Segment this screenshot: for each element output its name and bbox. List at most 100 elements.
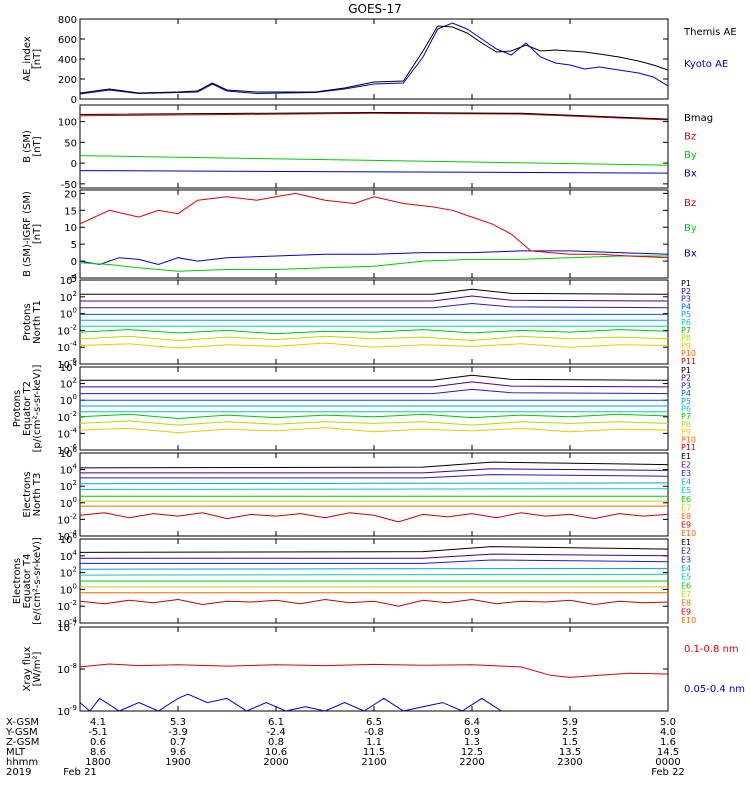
y-tick-label: 102 — [60, 377, 77, 391]
legend-item: P1 — [681, 279, 691, 288]
y-tick-label: 106 — [60, 446, 78, 460]
legend-item: P6 — [681, 405, 691, 414]
series-p2 — [80, 295, 668, 302]
series-bz — [80, 192, 668, 259]
legend-item: E6 — [681, 581, 691, 590]
y-axis-label: Equator T4 — [22, 554, 33, 609]
series-0-1-0-8-nm — [80, 663, 668, 678]
table-row-label: hhmm — [6, 757, 38, 768]
series-e9 — [80, 598, 668, 607]
legend-item: E2 — [681, 461, 691, 470]
series-e1 — [80, 546, 668, 553]
y-tick-label: 102 — [60, 290, 77, 304]
y-tick-label: 400 — [58, 55, 77, 66]
legend-item: Themis AE — [683, 27, 737, 38]
series-kyoto-ae — [80, 22, 668, 95]
legend-item: P2 — [681, 374, 691, 383]
y-axis-label: Electrons — [22, 471, 33, 517]
panel-frame — [79, 626, 669, 712]
y-axis-label: B (SM) — [22, 130, 33, 163]
series-p2 — [80, 381, 668, 388]
legend-item: Kyoto AE — [684, 59, 728, 70]
series-group — [80, 461, 668, 523]
legend-item: P2 — [681, 287, 691, 296]
series-group — [80, 374, 668, 434]
y-axis-label: Electrons — [12, 558, 23, 604]
series-bmag — [80, 111, 668, 120]
legend-item: By — [684, 223, 697, 234]
legend-item: P1 — [681, 366, 691, 375]
y-tick-label: 10-2 — [57, 323, 77, 337]
y-axis-label: [nT] — [32, 136, 43, 156]
legend-item: P9 — [681, 341, 691, 350]
y-tick-label: 100 — [60, 496, 77, 510]
series-group — [80, 22, 668, 95]
series-p8 — [80, 335, 668, 342]
legend-item: E1 — [681, 538, 691, 547]
legend-item: Bmag — [684, 113, 713, 124]
legend-item: 0.1-0.8 nm — [684, 644, 739, 655]
legend-item: P7 — [681, 412, 691, 421]
y-tick-label: 10-2 — [57, 410, 77, 424]
table-cell: 2200 — [459, 757, 484, 768]
y-tick-label: 20 — [64, 189, 77, 200]
table-cell: 6.1 — [268, 717, 284, 728]
legend-item: P11 — [681, 443, 696, 452]
table-cell: 0.7 — [170, 737, 186, 748]
y-axis-label: Protons — [22, 303, 33, 340]
series-e4 — [80, 482, 668, 485]
legend-item: E6 — [681, 495, 691, 504]
y-axis-label: North T3 — [32, 473, 43, 517]
legend-item: P11 — [681, 357, 696, 366]
legend-item: E8 — [681, 512, 691, 521]
legend-item: E1 — [681, 452, 691, 461]
y-axis-label: AE_index — [22, 36, 33, 82]
y-tick-label: 104 — [60, 463, 78, 477]
y-tick-label: 104 — [60, 549, 78, 563]
legend-item: 0.05-0.4 nm — [684, 684, 745, 695]
table-cell: Feb 21 — [63, 767, 97, 778]
y-tick-label: 100 — [60, 393, 77, 407]
series-bz — [80, 112, 668, 121]
panel-bigrf: -5 0 5 10 15 20 B (SM)-IGRF (SM) [nT] Bz By Bx — [22, 189, 697, 285]
legend-item: E9 — [681, 520, 691, 529]
y-tick-label: 10-2 — [57, 512, 77, 526]
legend-item: P8 — [681, 420, 691, 429]
y-axis-label: Protons — [12, 390, 23, 427]
y-tick-label: 200 — [58, 75, 77, 86]
legend-item: Bx — [684, 168, 697, 179]
y-tick-label: 50 — [64, 138, 77, 149]
y-tick-label: -5 — [67, 274, 77, 285]
legend-item: P5 — [681, 397, 691, 406]
legend-item: P7 — [681, 326, 691, 335]
y-tick-label: 800 — [58, 15, 77, 26]
legend-item: E7 — [681, 503, 691, 512]
table-cell: 5.9 — [562, 717, 578, 728]
table-row-label: MLT — [6, 747, 26, 758]
panel-frame — [79, 279, 669, 365]
table-cell: 8.6 — [90, 747, 106, 758]
y-axis-label: Equator T2 — [22, 381, 33, 436]
y-tick-label: 102 — [60, 566, 77, 580]
table-cell: -3.9 — [168, 727, 188, 738]
legend-item: E4 — [681, 564, 691, 573]
legend-item: By — [684, 150, 697, 161]
y-tick-label: 106 — [60, 532, 78, 546]
y-tick-label: 100 — [60, 307, 77, 321]
table-cell: 2100 — [361, 757, 386, 768]
legend-item: E5 — [681, 486, 691, 495]
y-tick-label: 0 — [71, 159, 77, 170]
series-p1 — [80, 374, 668, 381]
panel-frame — [79, 452, 669, 537]
legend-item: E10 — [681, 616, 696, 625]
table-row-label: Z-GSM — [6, 737, 39, 748]
legend-item: Bx — [684, 248, 697, 259]
legend-item: E9 — [681, 607, 691, 616]
series-e4 — [80, 567, 668, 570]
table-cell: 1.6 — [660, 737, 676, 748]
series-bx — [80, 250, 668, 266]
table-cell: 0000 — [655, 757, 680, 768]
table-cell: 0.6 — [90, 737, 106, 748]
